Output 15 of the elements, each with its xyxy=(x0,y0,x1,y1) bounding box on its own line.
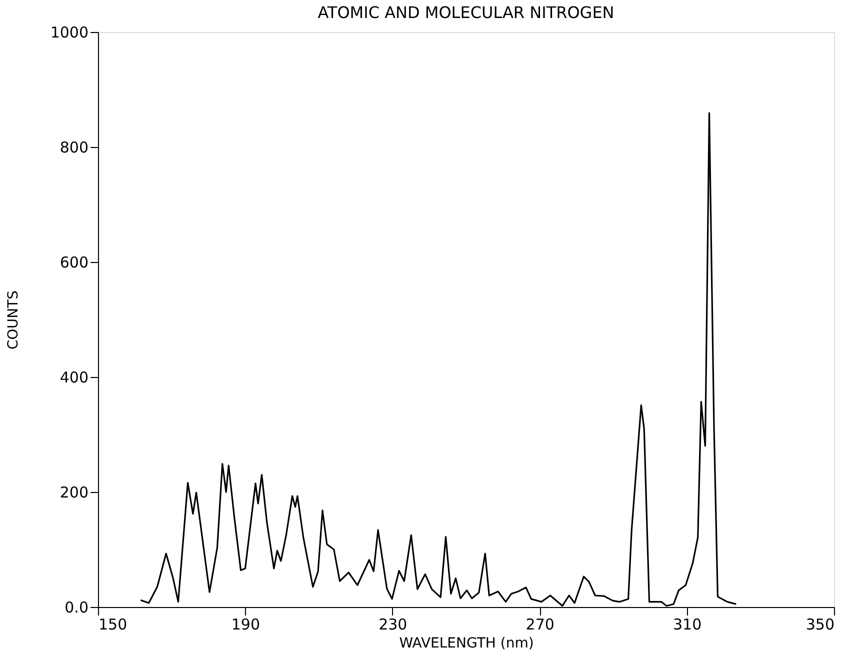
y-tick-label: 400 xyxy=(60,368,88,386)
x-tick-label: 230 xyxy=(378,616,408,634)
x-tick-label: 270 xyxy=(526,616,554,634)
x-tick-label: 150 xyxy=(98,616,128,634)
y-tick-label: 600 xyxy=(60,254,88,272)
x-tick-label: 190 xyxy=(231,616,260,634)
x-tick-label: 310 xyxy=(672,616,702,634)
chart-title: ATOMIC AND MOLECULAR NITROGEN xyxy=(318,3,614,22)
x-tick-label: 350 xyxy=(806,616,834,634)
y-axis-title: COUNTS xyxy=(5,290,22,350)
y-tick-label: 1000 xyxy=(50,24,88,42)
y-tick-label: 800 xyxy=(60,138,88,156)
y-tick-label: 0.0 xyxy=(64,598,88,616)
y-tick-label: 200 xyxy=(60,484,88,502)
x-axis-title: WAVELENGTH (nm) xyxy=(399,636,534,652)
